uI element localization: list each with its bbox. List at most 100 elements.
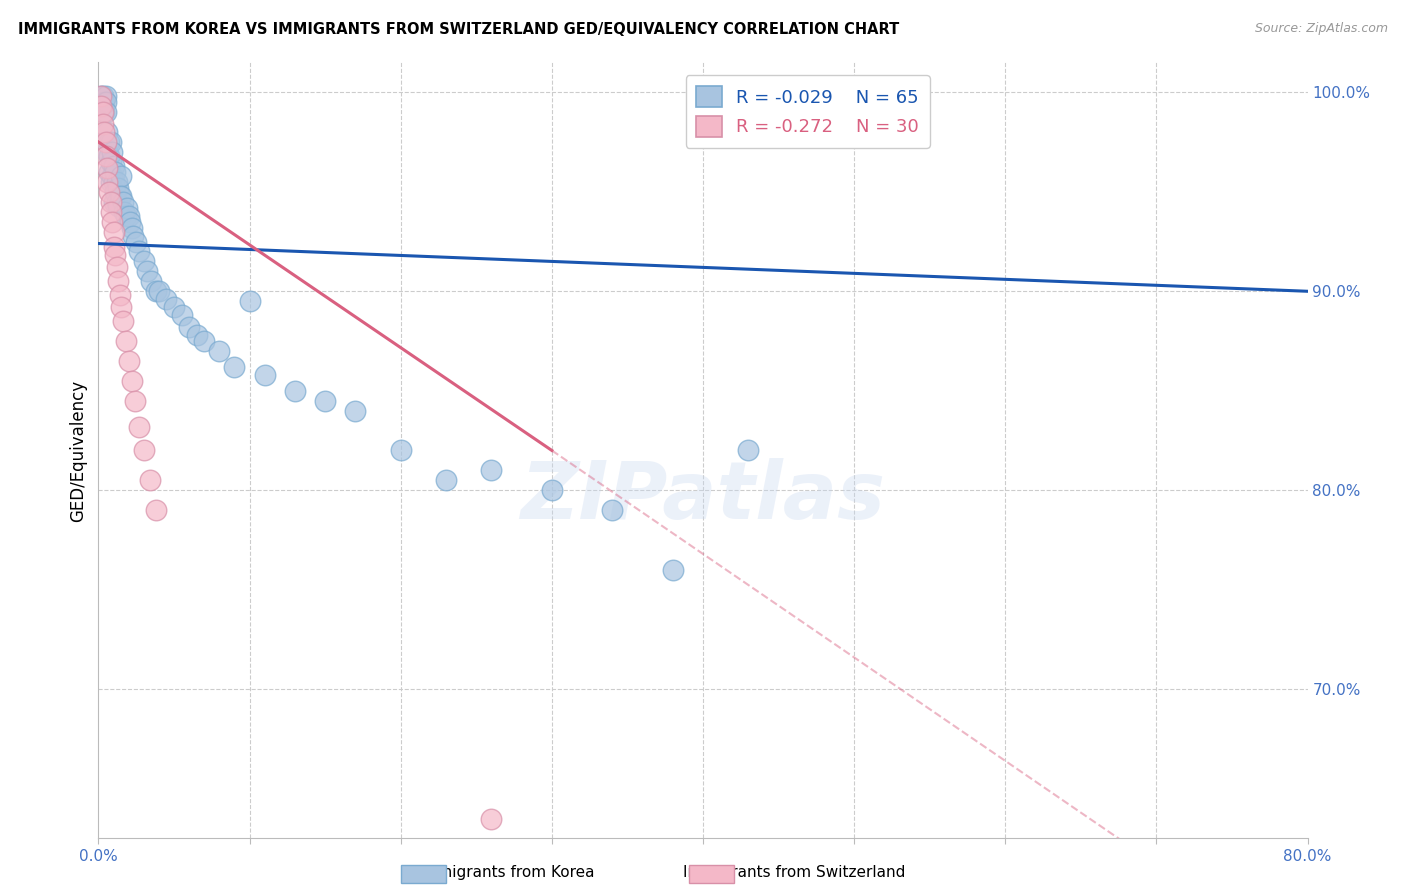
- Point: [111, 314, 134, 328]
- Point: [94, 135, 117, 149]
- Point: [110, 188, 132, 202]
- Point: [118, 209, 141, 223]
- Point: [141, 274, 163, 288]
- Point: [100, 194, 122, 209]
- Point: [344, 403, 367, 417]
- Point: [103, 159, 125, 173]
- Point: [98, 185, 121, 199]
- Point: [145, 285, 167, 299]
- Text: Immigrants from Switzerland: Immigrants from Switzerland: [683, 865, 905, 880]
- Text: Immigrants from Korea: Immigrants from Korea: [418, 865, 595, 880]
- Point: [96, 175, 118, 189]
- Point: [314, 393, 336, 408]
- Point: [132, 443, 155, 458]
- Point: [90, 99, 112, 113]
- Point: [90, 99, 112, 113]
- Point: [94, 89, 117, 103]
- Point: [98, 149, 121, 163]
- Point: [93, 125, 115, 139]
- Point: [98, 135, 121, 149]
- Point: [112, 204, 135, 219]
- Point: [239, 294, 262, 309]
- Point: [94, 95, 117, 110]
- Point: [94, 105, 117, 120]
- Point: [434, 473, 457, 487]
- Point: [100, 175, 122, 189]
- Point: [122, 228, 145, 243]
- Point: [186, 328, 208, 343]
- Point: [193, 334, 215, 348]
- Point: [118, 354, 141, 368]
- Point: [107, 274, 129, 288]
- Point: [104, 185, 127, 199]
- Point: [100, 135, 122, 149]
- Point: [91, 89, 114, 103]
- Point: [101, 169, 124, 183]
- Point: [132, 254, 155, 268]
- Point: [110, 300, 132, 314]
- Point: [661, 563, 683, 577]
- Y-axis label: GED/Equivalency: GED/Equivalency: [69, 379, 87, 522]
- Point: [389, 443, 412, 458]
- Point: [100, 155, 122, 169]
- Legend: R = -0.029    N = 65, R = -0.272    N = 30: R = -0.029 N = 65, R = -0.272 N = 30: [686, 75, 929, 148]
- Point: [737, 443, 759, 458]
- Point: [125, 235, 148, 249]
- Point: [93, 105, 115, 120]
- Point: [155, 292, 177, 306]
- Text: ZIPatlas: ZIPatlas: [520, 458, 886, 536]
- Point: [121, 220, 143, 235]
- Point: [163, 300, 186, 314]
- Point: [90, 89, 112, 103]
- Point: [111, 194, 134, 209]
- Point: [108, 188, 131, 202]
- Point: [107, 199, 129, 213]
- Point: [284, 384, 307, 398]
- Point: [481, 812, 503, 826]
- Point: [103, 194, 125, 209]
- Point: [90, 89, 112, 103]
- Point: [91, 105, 114, 120]
- Point: [128, 419, 150, 434]
- Point: [179, 320, 201, 334]
- Point: [101, 145, 124, 159]
- Point: [93, 95, 115, 110]
- Point: [103, 240, 125, 254]
- Point: [105, 260, 128, 275]
- Point: [135, 264, 157, 278]
- Point: [100, 204, 122, 219]
- Point: [139, 473, 162, 487]
- Point: [96, 125, 118, 139]
- Point: [540, 483, 562, 498]
- Point: [96, 161, 118, 175]
- Point: [96, 145, 118, 159]
- Point: [114, 209, 136, 223]
- Point: [115, 201, 138, 215]
- Point: [91, 117, 114, 131]
- Point: [253, 368, 276, 382]
- Point: [128, 244, 150, 259]
- Point: [120, 214, 142, 228]
- Point: [98, 165, 121, 179]
- Point: [114, 334, 136, 348]
- Text: IMMIGRANTS FROM KOREA VS IMMIGRANTS FROM SWITZERLAND GED/EQUIVALENCY CORRELATION: IMMIGRANTS FROM KOREA VS IMMIGRANTS FROM…: [18, 22, 900, 37]
- Point: [105, 175, 128, 189]
- Point: [103, 175, 125, 189]
- Point: [110, 169, 132, 183]
- Point: [94, 149, 117, 163]
- Point: [170, 308, 193, 322]
- Point: [107, 181, 129, 195]
- Point: [103, 225, 125, 239]
- Text: Source: ZipAtlas.com: Source: ZipAtlas.com: [1254, 22, 1388, 36]
- Point: [224, 359, 246, 374]
- Point: [208, 343, 231, 358]
- Point: [145, 503, 167, 517]
- Point: [121, 374, 143, 388]
- Point: [108, 288, 131, 302]
- Point: [148, 285, 170, 299]
- Point: [602, 503, 624, 517]
- Point: [104, 248, 127, 262]
- Point: [104, 165, 127, 179]
- Point: [124, 393, 146, 408]
- Point: [101, 214, 124, 228]
